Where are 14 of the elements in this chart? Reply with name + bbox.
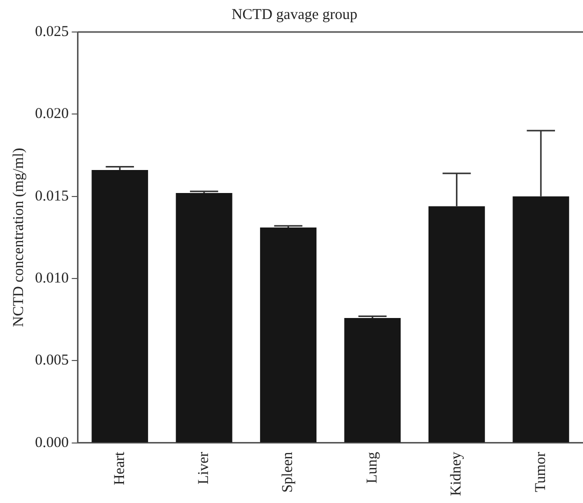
x-tick-label: Spleen (280, 451, 296, 493)
y-axis-title: NCTD concentration (mg/ml) (10, 148, 27, 327)
y-tick-label: 0.005 (35, 352, 69, 369)
y-tick-label: 0.020 (35, 106, 69, 122)
x-tick-label: Liver (196, 452, 212, 484)
chart-title: NCTD gavage group (232, 6, 358, 23)
x-tick-label: Lung (364, 451, 380, 484)
y-tick-label: 0.010 (35, 270, 69, 286)
x-tick-label: Kidney (448, 451, 465, 496)
x-tick-label: Tumor (532, 452, 549, 492)
y-tick-label: 0.000 (35, 434, 69, 451)
x-tick-label: Heart (112, 451, 128, 486)
y-tick-label: 0.025 (35, 24, 69, 40)
y-tick-label: 0.015 (35, 188, 69, 204)
